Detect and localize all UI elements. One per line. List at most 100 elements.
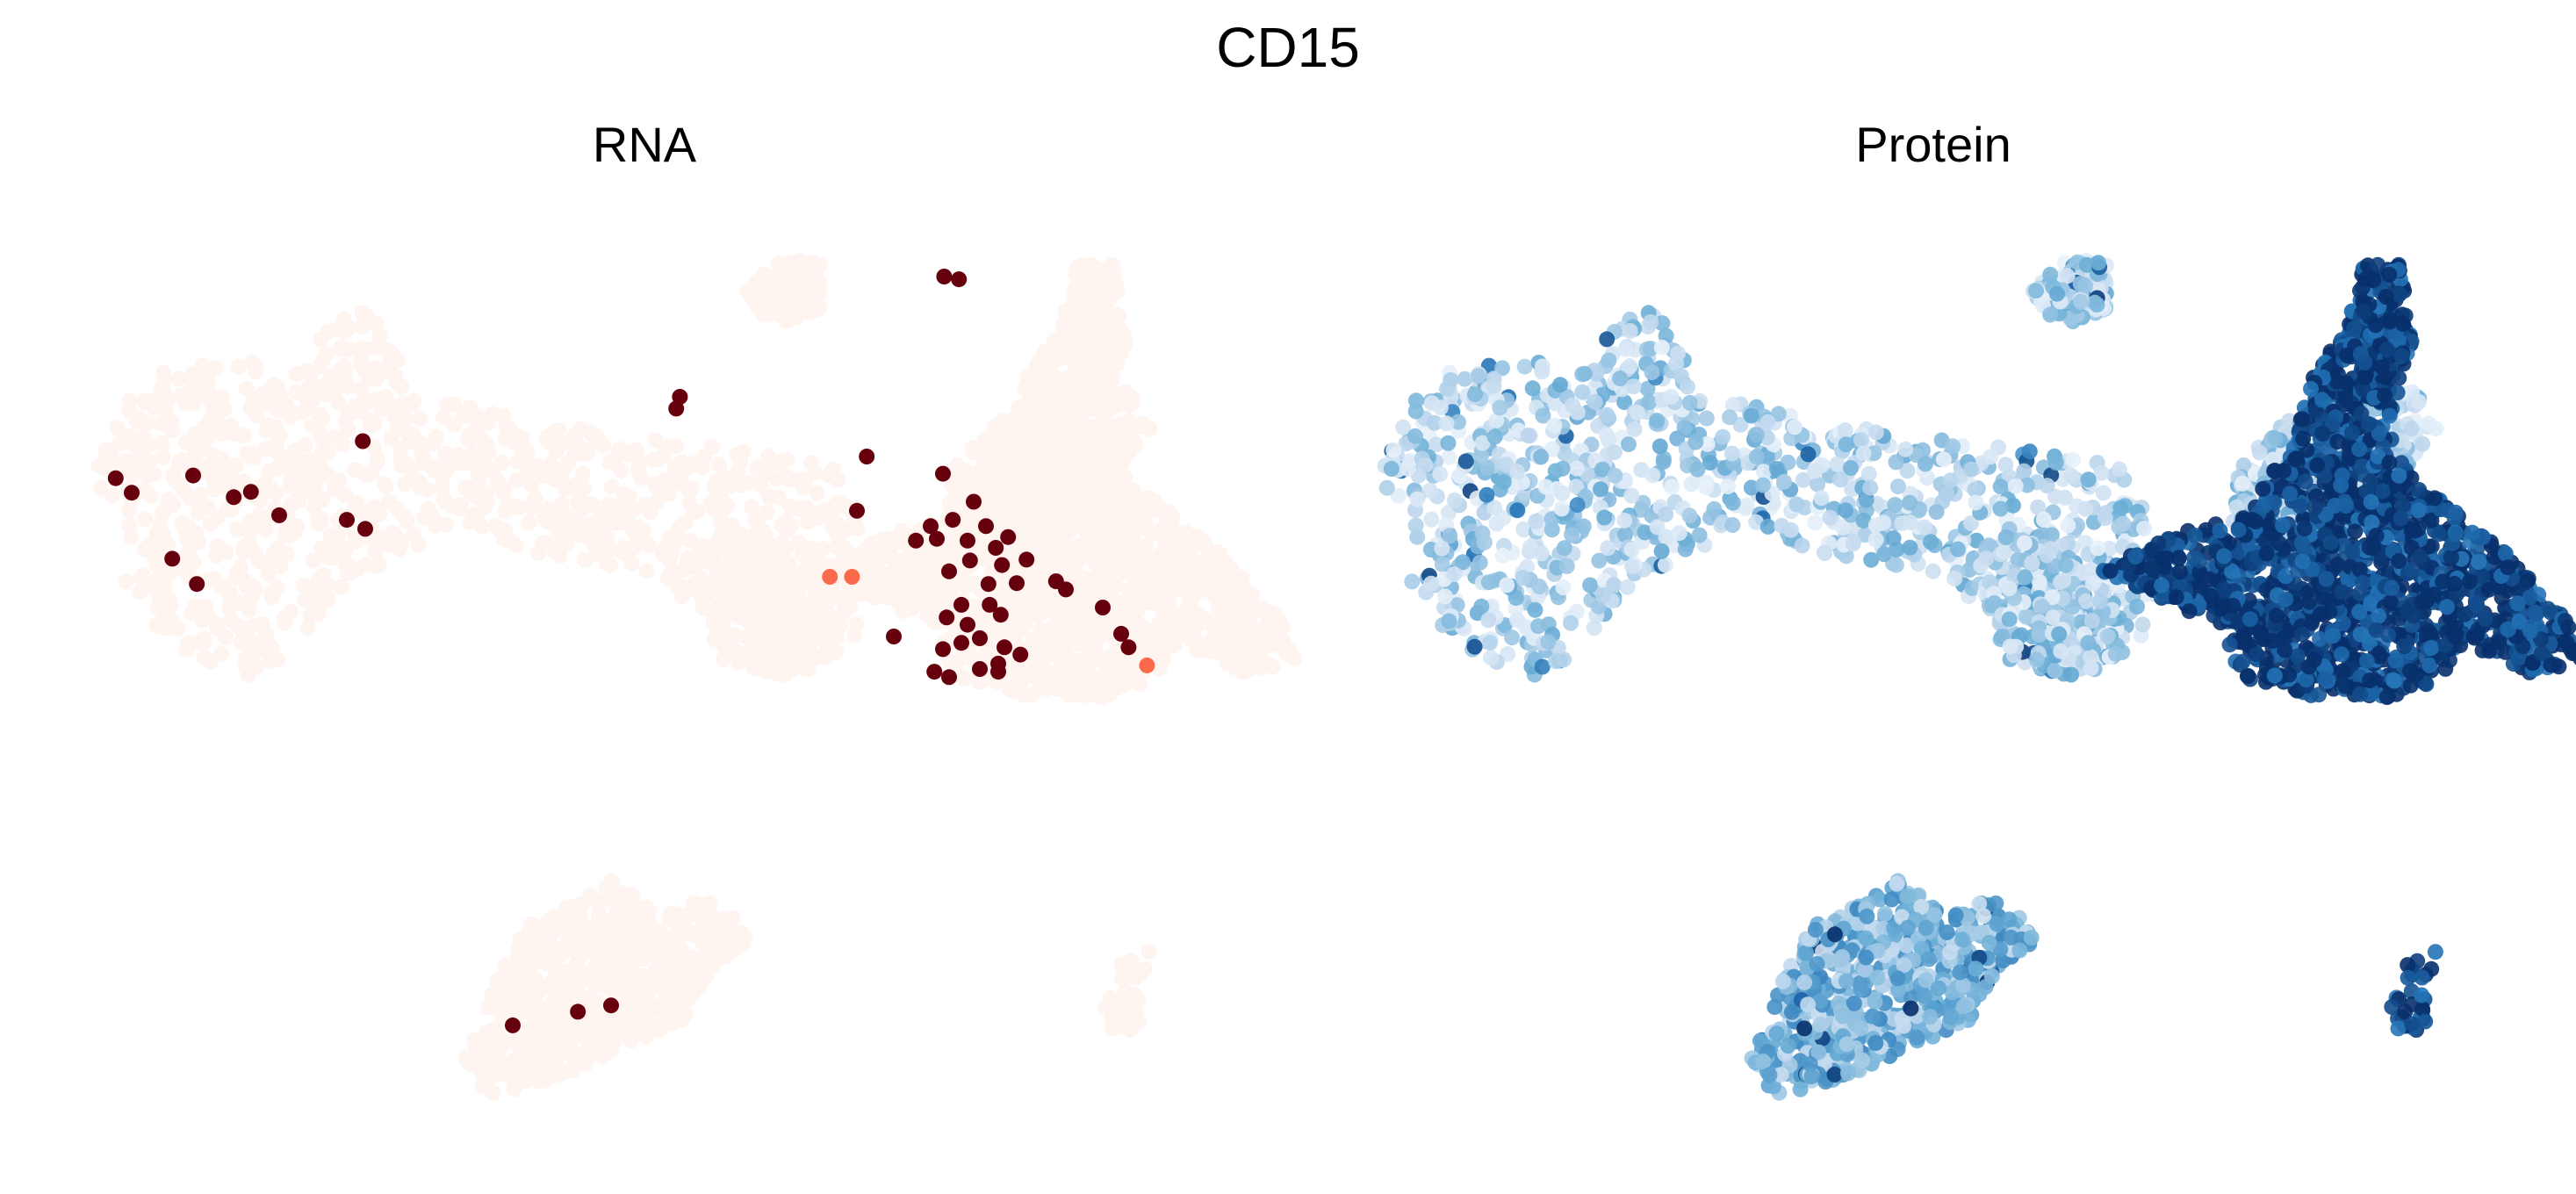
rna-cell-point [583, 969, 600, 986]
rna-cell-point [752, 478, 769, 494]
rna-cell-point [1194, 581, 1211, 598]
rna-cell-point [1241, 604, 1256, 621]
rna-cell-point [190, 534, 206, 550]
rna-mid-expression-point [1139, 657, 1155, 673]
rna-cell-point [521, 922, 537, 938]
rna-cell-point [171, 453, 188, 470]
rna-cell-point [1011, 672, 1028, 688]
rna-cell-point [1023, 457, 1039, 473]
rna-cell-point [738, 555, 754, 572]
rna-cell-point [848, 616, 865, 633]
rna-panel-title: RNA [592, 117, 697, 172]
protein-cell-point [1664, 478, 1680, 495]
rna-cell-point [777, 666, 793, 683]
rna-cell-point [208, 547, 225, 564]
rna-cell-point [205, 399, 222, 416]
rna-cell-point [331, 341, 348, 357]
rna-cell-point [702, 916, 719, 932]
rna-cell-point [131, 457, 148, 473]
rna-cell-point [1175, 573, 1191, 590]
rna-cell-point [367, 543, 384, 559]
rna-cell-point [438, 494, 455, 511]
protein-cell-point [1480, 574, 1497, 591]
rna-cell-point [462, 427, 479, 443]
rna-cell-point [1095, 313, 1112, 330]
rna-cell-point [153, 380, 169, 397]
rna-cell-point [1017, 380, 1033, 397]
rna-cell-point [1065, 441, 1082, 457]
rna-cell-point [658, 438, 675, 455]
rna-cell-point [930, 548, 946, 565]
rna-cell-point [1027, 392, 1044, 408]
rna-cell-point [1092, 689, 1109, 705]
rna-cell-point [572, 908, 589, 924]
rna-cell-point [677, 515, 693, 531]
rna-high-expression-point [972, 630, 988, 646]
rna-cell-point [1124, 502, 1140, 519]
rna-cell-point [99, 442, 116, 458]
rna-cell-point [948, 653, 965, 670]
rna-cell-point [314, 352, 331, 369]
rna-cell-point [104, 487, 120, 504]
rna-cell-point [438, 397, 455, 414]
rna-cell-point [248, 658, 264, 675]
rna-cell-point [1140, 944, 1157, 960]
rna-cell-point [813, 628, 830, 644]
rna-cell-point [308, 461, 324, 478]
rna-cell-point [1035, 603, 1052, 620]
rna-cell-point [1076, 673, 1092, 688]
rna-cell-point [640, 907, 657, 924]
rna-cell-point [1128, 435, 1145, 452]
rna-high-expression-point [1012, 646, 1029, 663]
rna-cell-point [566, 432, 583, 449]
rna-high-expression-point [668, 400, 685, 417]
rna-cell-point [566, 1020, 583, 1037]
rna-high-expression-point [935, 641, 951, 658]
rna-high-expression-point [941, 563, 957, 579]
rna-cell-point [1095, 455, 1112, 471]
rna-cell-point [1094, 627, 1111, 644]
rna-cell-point [395, 507, 412, 524]
rna-high-expression-point [972, 661, 988, 677]
rna-cell-point [526, 1017, 543, 1033]
protein-cell-point [1407, 517, 1424, 534]
rna-cell-point [473, 414, 490, 430]
rna-cell-point [761, 454, 778, 471]
rna-cell-point [510, 975, 527, 991]
rna-cell-point [709, 543, 726, 560]
rna-cell-point [779, 451, 795, 468]
rna-cell-point [223, 612, 240, 629]
rna-cell-point [378, 478, 394, 495]
rna-cell-point [268, 460, 284, 477]
rna-cell-point [652, 924, 669, 940]
rna-cell-point [254, 634, 270, 651]
rna-cell-point [566, 982, 583, 998]
rna-cell-point [664, 541, 680, 557]
rna-high-expression-point [951, 271, 968, 288]
rna-cell-point [1140, 586, 1156, 603]
rna-high-expression-point [1018, 551, 1035, 568]
rna-cell-point [636, 1009, 652, 1025]
protein-cell-point [1829, 456, 1846, 472]
rna-cell-point [212, 577, 229, 593]
protein-points [1377, 253, 2576, 1101]
rna-cell-point [230, 358, 247, 375]
rna-high-expression-point [1113, 625, 1129, 642]
rna-cell-point [180, 638, 197, 655]
rna-cell-point [244, 618, 261, 635]
rna-cell-point [1161, 629, 1177, 645]
rna-cell-point [228, 570, 245, 586]
rna-cell-point [1117, 562, 1133, 579]
rna-high-expression-point [953, 596, 969, 613]
protein-cell-point [1706, 500, 1723, 517]
rna-cell-point [123, 529, 140, 545]
rna-cell-point [508, 471, 525, 488]
rna-cell-point [488, 973, 505, 989]
rna-high-expression-point [945, 512, 961, 529]
rna-cell-point [669, 998, 686, 1015]
rna-cell-point [371, 506, 388, 522]
rna-cell-point [1108, 315, 1125, 332]
rna-high-expression-point [908, 532, 925, 549]
rna-cell-point [1100, 673, 1117, 689]
rna-cell-point [1047, 467, 1064, 484]
